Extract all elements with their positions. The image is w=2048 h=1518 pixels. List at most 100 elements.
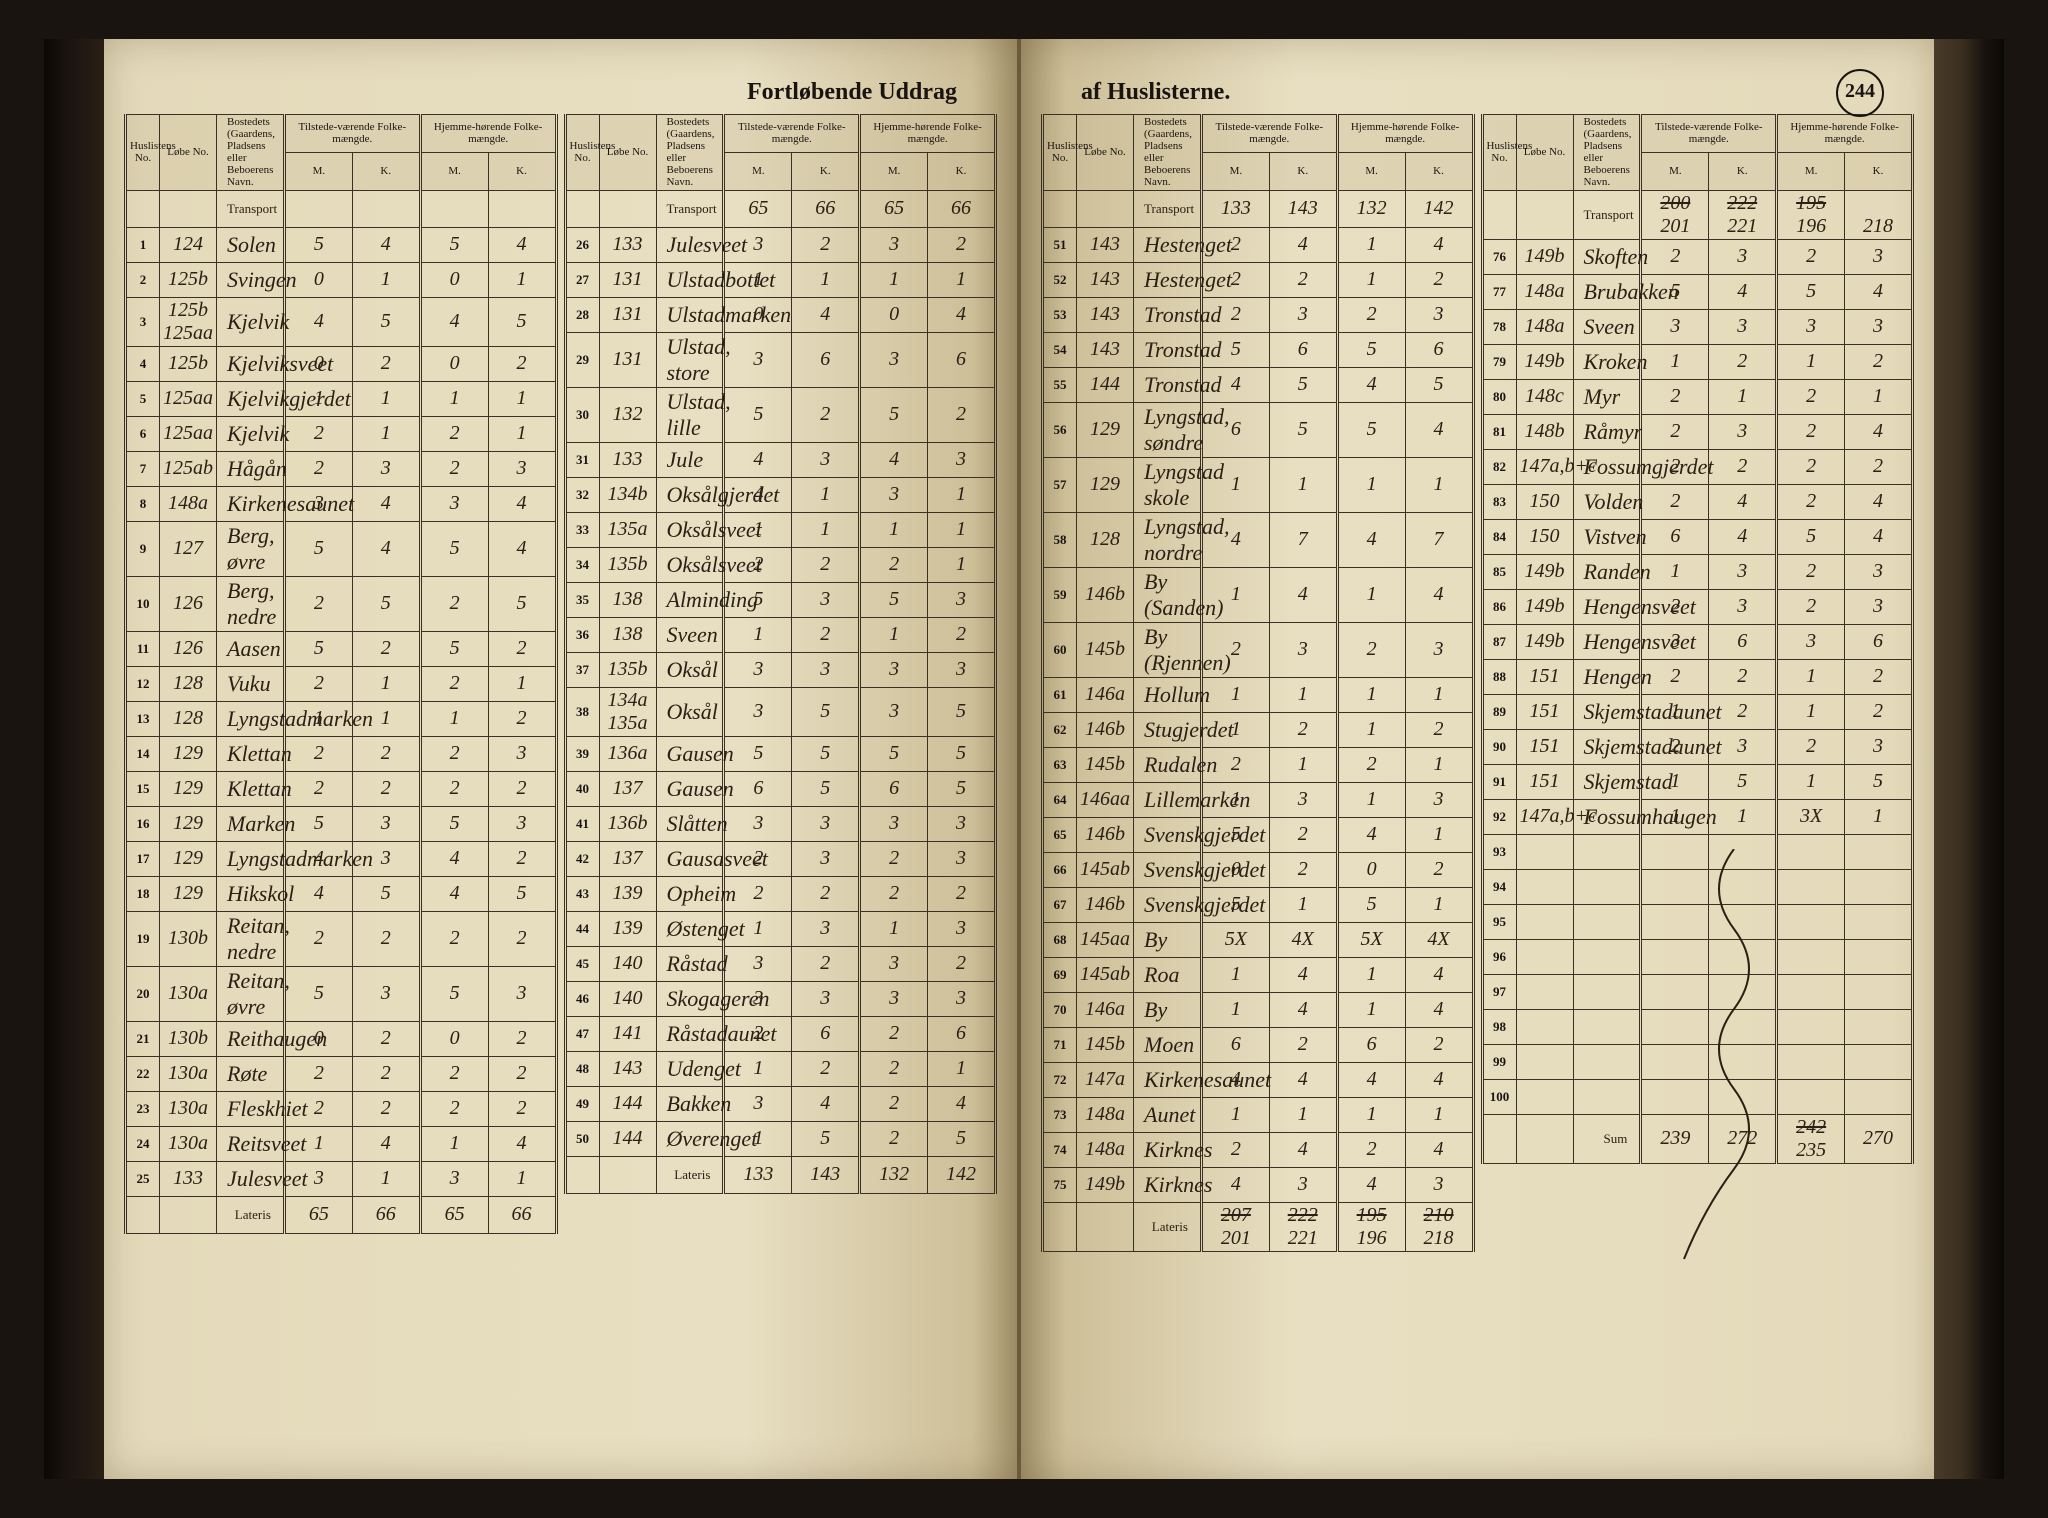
hjemme-m: 2	[420, 416, 488, 451]
table-row: 69145abRoa1414	[1043, 957, 1474, 992]
table-row: 68145aaBy5X4X5X4X	[1043, 922, 1474, 957]
table-row: 92147a,b+cFossumhaugen113X1	[1482, 799, 1913, 834]
lobe-no: 149b	[1077, 1167, 1134, 1202]
hjemme-m: 4	[1337, 1062, 1405, 1097]
lobe-no: 145aa	[1077, 922, 1134, 957]
tilstede-k: 1	[792, 512, 860, 547]
col-m: M.	[860, 152, 928, 190]
lobe-no: 130a	[160, 1091, 217, 1126]
tilstede-k: 2	[352, 1091, 420, 1126]
col-huslistens: Huslistens No.	[126, 115, 160, 191]
table-row: 26133Julesveet3232	[565, 227, 996, 262]
lateris-k2: 270	[1845, 1114, 1913, 1163]
lobe-no: 136b	[599, 806, 656, 841]
row-index: 97	[1482, 974, 1516, 1009]
row-index: 53	[1043, 297, 1077, 332]
hjemme-k: 2	[488, 771, 556, 806]
row-index: 58	[1043, 512, 1077, 567]
table-row: 17129Lyngstadmarken4342	[126, 841, 557, 876]
hjemme-k: 2	[488, 631, 556, 666]
hjemme-k: 1	[1405, 887, 1473, 922]
tilstede-m: 1	[1201, 957, 1269, 992]
row-index: 12	[126, 666, 160, 701]
row-index: 94	[1482, 869, 1516, 904]
hjemme-k	[1845, 939, 1913, 974]
lobe-no: 140	[599, 946, 656, 981]
table-row: 75149bKirknes4343	[1043, 1167, 1474, 1202]
place-name: Randen	[1573, 554, 1641, 589]
page-right: af Huslisterne. 244 Huslistens No.Løbe N…	[1019, 39, 1934, 1479]
table-row: 19130bReitan, nedre2222	[126, 911, 557, 966]
hjemme-m: 2	[420, 666, 488, 701]
tilstede-k: 4	[792, 297, 860, 332]
table-row: 16129Marken5353	[126, 806, 557, 841]
hjemme-m: 6	[1337, 1027, 1405, 1062]
squiggle-mark	[1644, 849, 1824, 1269]
hjemme-m: 2	[420, 576, 488, 631]
binding-right	[1934, 39, 2004, 1479]
tilstede-k: 4X	[1269, 922, 1337, 957]
hjemme-k: 5	[928, 1121, 996, 1156]
place-name: Kirkenesaunet	[1134, 1062, 1202, 1097]
lobe-no: 146a	[1077, 992, 1134, 1027]
col-k: K.	[488, 152, 556, 190]
tilstede-m: 2	[284, 771, 352, 806]
row-index: 29	[565, 332, 599, 387]
row-index: 99	[1482, 1044, 1516, 1079]
hjemme-m: 2	[1337, 297, 1405, 332]
tilstede-m: 2	[284, 911, 352, 966]
row-index: 16	[126, 806, 160, 841]
lobe-no: 124	[160, 227, 217, 262]
place-name: Ulstad, store	[656, 332, 724, 387]
lobe-no: 145b	[1077, 1027, 1134, 1062]
hjemme-k: 1	[1405, 457, 1473, 512]
row-index: 84	[1482, 519, 1516, 554]
table-row: 32134bOksålgjerdet4131	[565, 477, 996, 512]
transport-k2	[488, 190, 556, 227]
place-name	[1573, 1044, 1641, 1079]
place-name: Hengensveet	[1573, 589, 1641, 624]
hjemme-m: 5	[1777, 519, 1845, 554]
tilstede-k: 5	[1269, 402, 1337, 457]
table-row: 57129Lyngstad skole1111	[1043, 457, 1474, 512]
row-index: 47	[565, 1016, 599, 1051]
hjemme-k: 1	[1405, 1097, 1473, 1132]
hjemme-m: 0	[420, 262, 488, 297]
lobe-no: 126	[160, 631, 217, 666]
col-huslistens: Huslistens No.	[1482, 115, 1516, 191]
place-name: By	[1134, 922, 1202, 957]
tilstede-k: 3	[1709, 239, 1777, 274]
tilstede-k: 1	[1269, 747, 1337, 782]
hjemme-k: 2	[488, 911, 556, 966]
hjemme-k: 1	[488, 416, 556, 451]
table-row: 74148aKirknes2424	[1043, 1132, 1474, 1167]
row-index: 15	[126, 771, 160, 806]
hjemme-m: 2	[1337, 747, 1405, 782]
lobe-no: 133	[599, 442, 656, 477]
book-spread: Fortløbende Uddrag Huslistens No.Løbe No…	[44, 39, 2004, 1479]
transport-m1	[284, 190, 352, 227]
transport-row: Transport	[126, 190, 557, 227]
place-name: Tronstad	[1134, 297, 1202, 332]
tilstede-k: 3	[792, 652, 860, 687]
lateris-k1: 143	[792, 1156, 860, 1193]
place-name: Moen	[1134, 1027, 1202, 1062]
tilstede-m: 3	[724, 1086, 792, 1121]
tilstede-k: 3	[1709, 589, 1777, 624]
lobe-no	[1516, 939, 1573, 974]
lobe-no: 146b	[1077, 712, 1134, 747]
ledger-table: Huslistens No.Løbe No.Bostedets (Gaarden…	[124, 114, 558, 1234]
table-row: 86149bHengensveet2323	[1482, 589, 1913, 624]
tilstede-k: 1	[1269, 1097, 1337, 1132]
hjemme-k: 1	[1845, 799, 1913, 834]
transport-m2: 132	[1337, 190, 1405, 227]
lobe-no: 130a	[160, 1126, 217, 1161]
tilstede-k: 3	[792, 582, 860, 617]
hjemme-k: 1	[928, 1051, 996, 1086]
hjemme-k: 6	[928, 1016, 996, 1051]
transport-row: Transport133143132142	[1043, 190, 1474, 227]
lobe-no: 147a	[1077, 1062, 1134, 1097]
place-name: Udenget	[656, 1051, 724, 1086]
hjemme-k: 4	[1845, 414, 1913, 449]
place-name: Gausen	[656, 771, 724, 806]
